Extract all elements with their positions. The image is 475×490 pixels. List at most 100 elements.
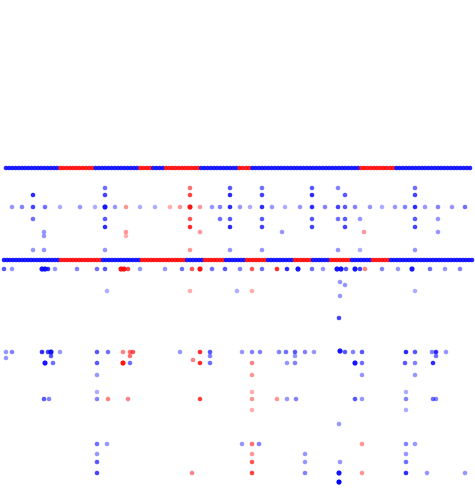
data-point (77, 204, 83, 210)
data-point (449, 204, 455, 210)
dense-row-1-point (416, 165, 422, 171)
data-point (177, 349, 183, 355)
dense-row-1-point (422, 165, 428, 171)
dense-row-1-point (102, 165, 108, 171)
data-point (48, 349, 54, 355)
dense-row-1-point (202, 165, 207, 171)
dense-row-1-point (454, 165, 460, 171)
data-point (457, 266, 463, 272)
data-point (249, 266, 255, 272)
data-point (167, 204, 173, 210)
data-point (190, 357, 196, 363)
data-point (187, 204, 193, 210)
data-point (249, 407, 255, 413)
dense-row-1-point (266, 165, 271, 171)
dense-row-1-point (381, 165, 386, 171)
dense-row-1-point (336, 165, 342, 171)
data-point (433, 396, 439, 402)
data-point (392, 204, 398, 210)
dense-row-1-point (32, 165, 38, 171)
dense-row-1-point (166, 165, 172, 171)
data-point (256, 441, 262, 447)
data-point (249, 459, 255, 465)
dense-row-1-point (218, 165, 223, 171)
data-point (94, 266, 100, 272)
data-point (379, 204, 385, 210)
data-point (227, 185, 233, 191)
data-point (320, 266, 326, 272)
data-point (207, 360, 213, 366)
data-point (102, 247, 108, 253)
data-point (217, 216, 223, 222)
dense-row-1-point (122, 165, 127, 171)
data-point (336, 470, 342, 476)
dense-row-1-point (29, 165, 34, 171)
data-point (352, 360, 358, 366)
dense-row-1-point (227, 165, 233, 171)
data-point (309, 216, 315, 222)
dense-row-1-point (298, 165, 303, 171)
data-point (247, 204, 253, 210)
dense-row-1-point (83, 165, 89, 171)
dense-row-1-point (352, 165, 358, 171)
data-point (259, 247, 265, 253)
data-point (249, 360, 255, 366)
dense-row-1-point (317, 165, 322, 171)
data-point (237, 204, 243, 210)
data-point (359, 360, 365, 366)
dense-row-1-point (458, 165, 463, 171)
dense-row-1-point (246, 165, 252, 171)
dense-row-1-point (346, 165, 351, 171)
dense-row-1-point (170, 165, 175, 171)
dense-row-1-point (6, 165, 12, 171)
data-point (274, 396, 280, 402)
data-point (403, 470, 409, 476)
data-point (94, 360, 100, 366)
data-point (269, 204, 275, 210)
data-point (94, 470, 100, 476)
data-point (120, 360, 126, 366)
dense-row-1-point (349, 165, 354, 171)
dense-row-1-point (464, 165, 470, 171)
data-point (361, 229, 367, 235)
data-point (104, 288, 110, 294)
data-point (412, 360, 418, 366)
data-point (197, 204, 203, 210)
data-point (57, 204, 63, 210)
data-point (335, 204, 341, 210)
data-point (249, 470, 255, 476)
data-point (30, 216, 36, 222)
dense-row-1-point (208, 165, 214, 171)
data-point (102, 192, 108, 198)
dense-row-1-point (131, 165, 137, 171)
data-point (137, 266, 143, 272)
data-point (42, 204, 48, 210)
data-point (259, 185, 265, 191)
dense-row-1-point (413, 165, 418, 171)
dense-row-1-point (80, 165, 86, 171)
dense-row-1-point (19, 165, 25, 171)
dense-row-1-point (432, 165, 438, 171)
data-point (30, 204, 36, 210)
data-point (94, 349, 100, 355)
data-point (292, 353, 298, 359)
dense-row-1-point (426, 165, 431, 171)
data-point (335, 185, 341, 191)
data-point (9, 266, 15, 272)
data-point (342, 349, 348, 355)
data-point (197, 349, 203, 355)
data-point (424, 470, 430, 476)
data-point (350, 349, 356, 355)
data-point (94, 372, 100, 378)
dense-row-1-point (147, 165, 153, 171)
dense-row-1-point (179, 165, 185, 171)
data-point (249, 349, 255, 355)
data-point (152, 204, 158, 210)
dense-row-1-point (307, 165, 313, 171)
dense-row-1-point (390, 165, 396, 171)
data-point (302, 459, 308, 465)
data-point (412, 288, 418, 294)
data-point (94, 389, 100, 395)
data-point (309, 204, 315, 210)
data-point (274, 266, 280, 272)
